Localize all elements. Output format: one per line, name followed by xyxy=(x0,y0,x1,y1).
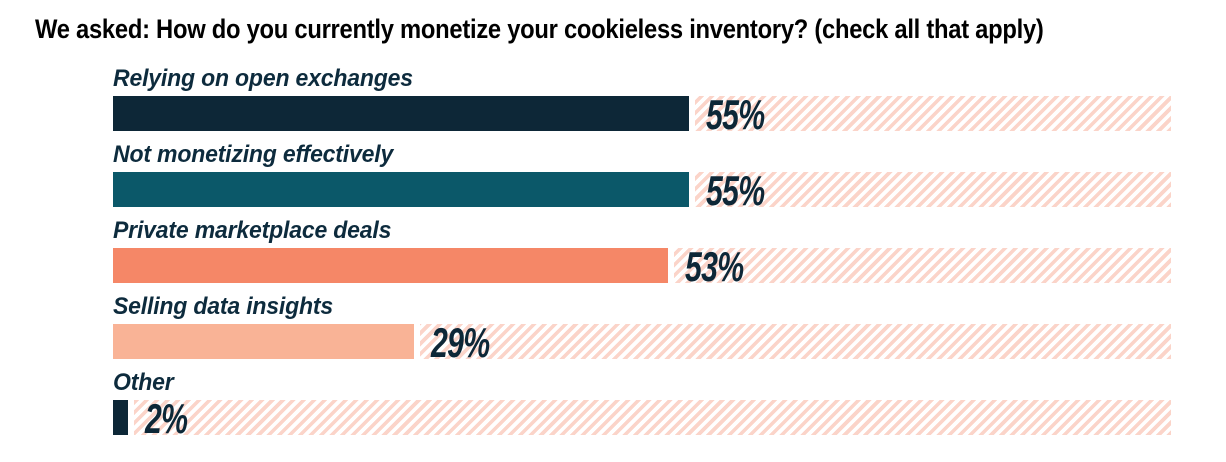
bar-track: 2% xyxy=(113,397,1171,439)
bar-category-label: Relying on open exchanges xyxy=(113,65,413,92)
bar-row-private-marketplace-deals: Private marketplace deals 53% xyxy=(113,217,1171,287)
survey-chart: We asked: How do you currently monetize … xyxy=(35,14,1171,439)
bar-fill xyxy=(113,248,674,283)
bar-row-not-monetizing-effectively: Not monetizing effectively 55% xyxy=(113,141,1171,211)
bar-value-label: 55% xyxy=(705,166,765,214)
bar-fill xyxy=(113,324,420,359)
bar-track: 53% xyxy=(113,245,1171,287)
bar-row-relying-on-open-exchanges: Relying on open exchanges 55% xyxy=(113,65,1171,135)
bar-value-label: 29% xyxy=(430,318,490,366)
bar-track: 55% xyxy=(113,169,1171,211)
bar-category-label: Other xyxy=(113,369,174,396)
bar-category-label: Selling data insights xyxy=(113,293,334,320)
bar-value-label: 2% xyxy=(145,394,188,442)
bar-fill xyxy=(113,172,695,207)
bar-fill xyxy=(113,400,135,435)
bar-category-label: Not monetizing effectively xyxy=(113,141,394,168)
bar-row-selling-data-insights: Selling data insights 29% xyxy=(113,293,1171,363)
bar-value-label: 55% xyxy=(705,90,765,138)
bar-row-other: Other 2% xyxy=(113,369,1171,439)
bar-fill xyxy=(113,96,695,131)
bar-track: 29% xyxy=(113,321,1171,363)
chart-question-title: We asked: How do you currently monetize … xyxy=(35,14,1044,44)
bar-chart: Relying on open exchanges 55% Not moneti… xyxy=(113,65,1171,439)
bar-value-label: 53% xyxy=(684,242,744,290)
bar-category-label: Private marketplace deals xyxy=(113,217,392,244)
bar-track: 55% xyxy=(113,93,1171,135)
